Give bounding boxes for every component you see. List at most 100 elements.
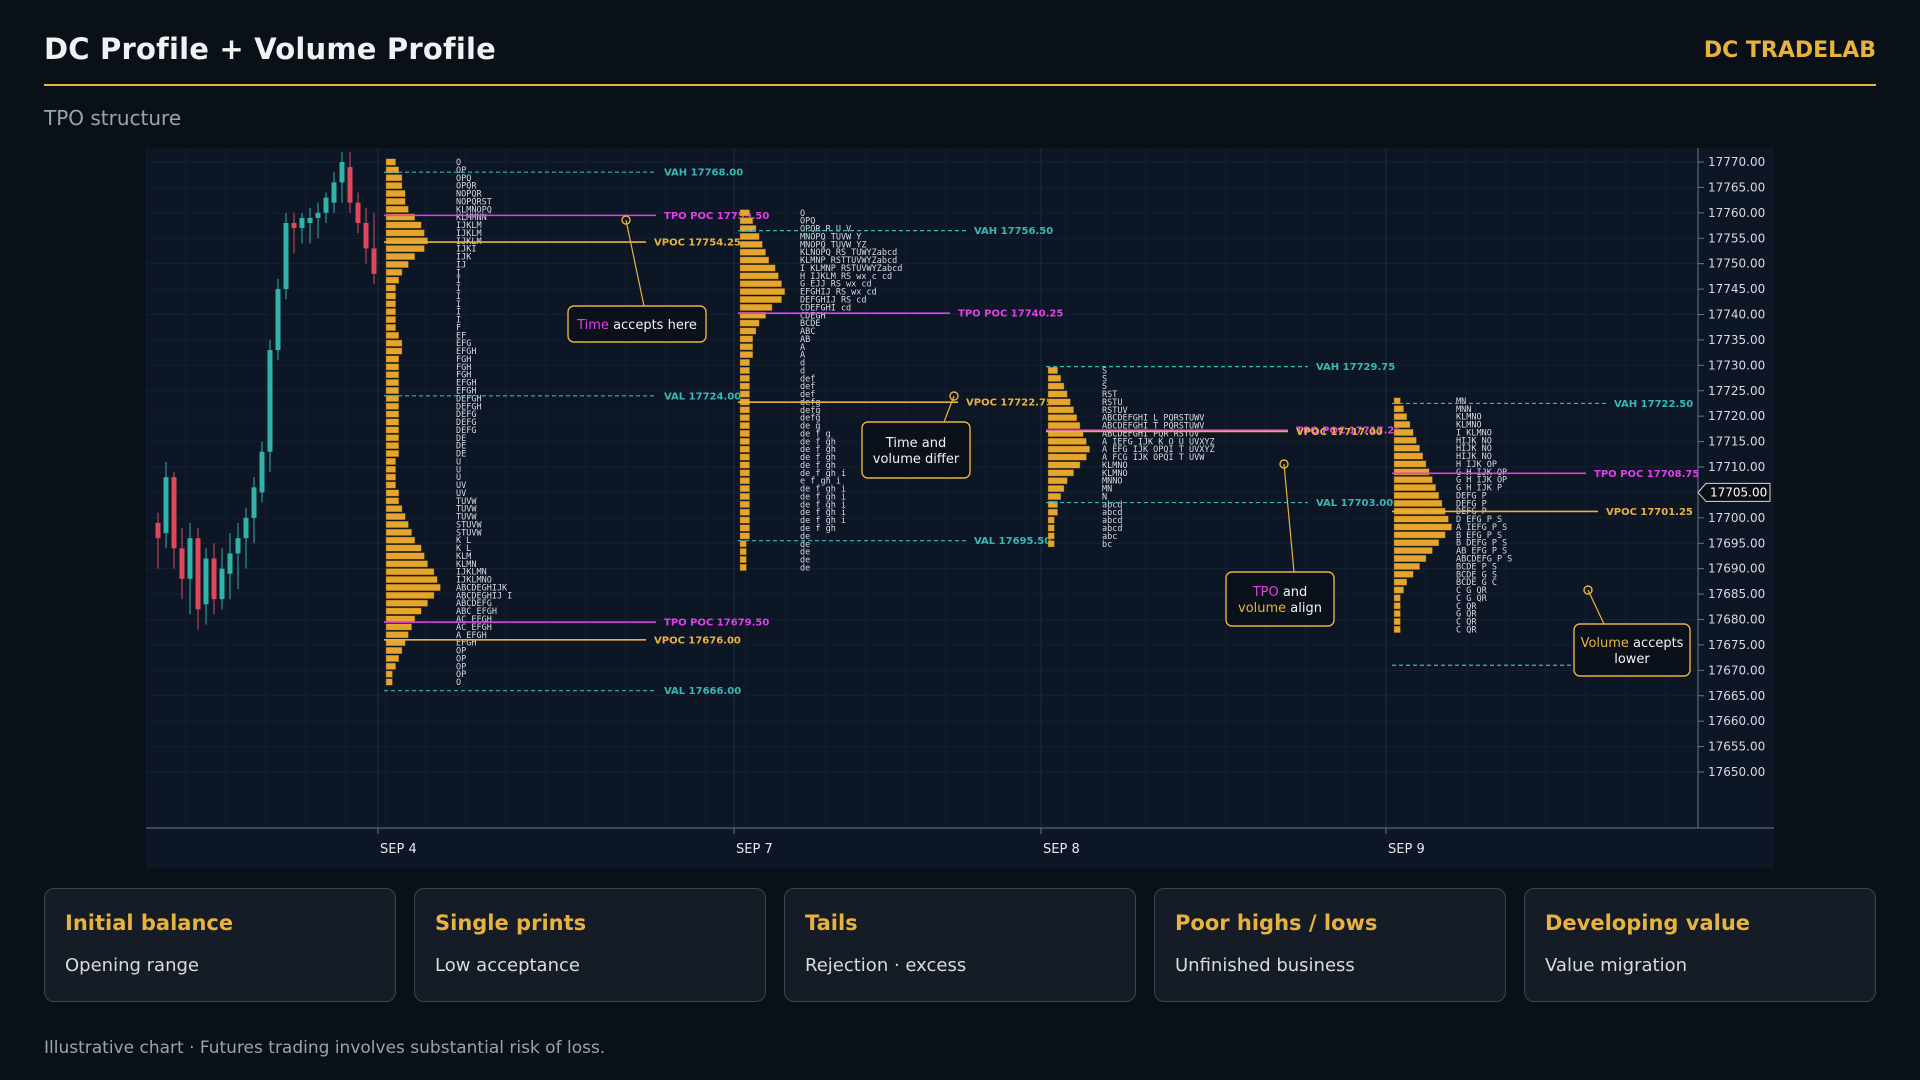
tpo-row: CDEGH [800, 311, 826, 321]
tpo-row: O [456, 158, 461, 168]
volume-bar [1393, 562, 1420, 570]
val-line-label: VAL 17724.00 [664, 391, 741, 402]
tpo-row: KLMNO [1456, 421, 1482, 431]
volume-bar [739, 508, 750, 516]
volume-bar [739, 288, 785, 296]
tpo-row: de [800, 548, 810, 558]
vah-line-label: VAH 17722.50 [1614, 399, 1693, 410]
y-tick-label: 17760.00 [1708, 206, 1765, 220]
volume-bar [1393, 444, 1420, 452]
candle-body [155, 522, 161, 539]
callout-text-part: accepts here [609, 318, 697, 333]
tpo-row: de f gh i [800, 508, 846, 518]
tpo-row: abc [1102, 532, 1117, 542]
volume-bar [1393, 436, 1417, 444]
callout-text-part: align [1286, 601, 1322, 616]
volume-bar [739, 303, 773, 311]
tpo-row: K L [456, 544, 471, 554]
x-tick-label: SEP 9 [1388, 842, 1425, 857]
candles [155, 151, 377, 630]
tpo-row: BCDE G S [1456, 570, 1497, 580]
card-tails[interactable]: Tails Rejection · excess [784, 888, 1136, 1002]
volume-bar [1393, 484, 1436, 491]
tpo-row: TUVW [456, 513, 477, 523]
volume-bar [385, 347, 403, 355]
volume-bar [385, 489, 400, 497]
volume-bar [1393, 594, 1401, 602]
tpo-row: ABCDEFG [456, 599, 492, 609]
session-profile-sep-4: OOPOPQOPQRNOPQRNOPQRSTKLMNOPQKLMMNNIJKLM… [384, 158, 769, 697]
y-tick-label: 17715.00 [1708, 435, 1765, 449]
volume-bar [1393, 413, 1408, 421]
volume-bar [1047, 445, 1090, 453]
tpo-row: TUVW [456, 505, 477, 515]
volume-bar [385, 261, 409, 268]
volume-bar [1393, 397, 1401, 405]
card-single-prints[interactable]: Single prints Low acceptance [414, 888, 766, 1002]
tpo-row: FGH [456, 371, 471, 381]
volume-bar [739, 445, 750, 453]
tpo-row: de [800, 540, 810, 550]
volume-bar [385, 426, 400, 434]
tpo-row: NOPQR [456, 190, 482, 200]
tpo-row: AC EFGH [456, 623, 492, 633]
candle-body [371, 248, 377, 274]
card-poor-highs-lows[interactable]: Poor highs / lows Unfinished business [1154, 888, 1506, 1002]
y-tick-label: 17690.00 [1708, 562, 1765, 576]
section-label: TPO structure [44, 106, 182, 130]
volume-bar [739, 422, 750, 429]
tpo-row: ABCDEFGHI T PQRSTUWV [1102, 422, 1204, 432]
tpo-row: ABCDEGHIJ I [456, 591, 512, 601]
tpo-row: IJKI [456, 245, 476, 255]
volume-bar [739, 217, 754, 225]
candle-body [171, 477, 177, 549]
callout-box [861, 421, 971, 479]
tpo-row: bc [1102, 540, 1112, 550]
volume-bar [385, 245, 425, 253]
volume-bar [385, 268, 403, 276]
tpo-row: ABC EFGH [456, 607, 497, 617]
tpo-row: DEFG P [1456, 499, 1487, 509]
candle-body [235, 538, 241, 554]
volume-bar [1393, 421, 1411, 428]
volume-bar [385, 591, 435, 599]
callout-anchor [621, 215, 631, 225]
volume-bar [1047, 453, 1087, 461]
volume-bar [1393, 610, 1401, 618]
candle-body [267, 350, 273, 452]
tpo-row: IJ [456, 260, 466, 270]
volume-bar [385, 584, 441, 591]
volume-bar [385, 190, 406, 197]
page-title: DC Profile + Volume Profile [44, 32, 496, 66]
volume-bar [385, 379, 400, 387]
volume-bar [385, 213, 415, 221]
card-title: Initial balance [65, 911, 234, 935]
candle-body [219, 568, 225, 600]
tpo-poc-line-label: TPO POC 17740.25 [958, 309, 1063, 320]
tpo-row: IJKLMNO [456, 576, 492, 586]
volume-bar [1047, 493, 1062, 500]
candle-body [355, 202, 361, 223]
tpo-row: de [800, 556, 810, 566]
volume-bar [739, 374, 750, 382]
candle-body [227, 553, 233, 574]
tpo-row: d [800, 366, 805, 376]
volume-bar [385, 308, 396, 316]
volume-bar [385, 276, 400, 284]
y-tick-label: 17670.00 [1708, 663, 1765, 677]
volume-bar [739, 461, 750, 469]
callout-leader [625, 219, 645, 307]
callout-leader [1283, 463, 1295, 573]
volume-bar [739, 477, 750, 485]
candle-body [315, 212, 321, 218]
candle-body [243, 517, 249, 539]
tpo-row: de [800, 532, 810, 542]
card-developing-value[interactable]: Developing value Value migration [1524, 888, 1876, 1002]
callout-text: Volume accepts [1581, 636, 1684, 651]
volume-bar [385, 670, 393, 678]
callout-text-part: Time and [885, 436, 946, 451]
volume-bar [385, 300, 396, 308]
volume-bar [385, 371, 400, 379]
tpo-row: MNOPQ TUVW YZ [800, 240, 867, 250]
card-initial-balance[interactable]: Initial balance Opening range [44, 888, 396, 1002]
